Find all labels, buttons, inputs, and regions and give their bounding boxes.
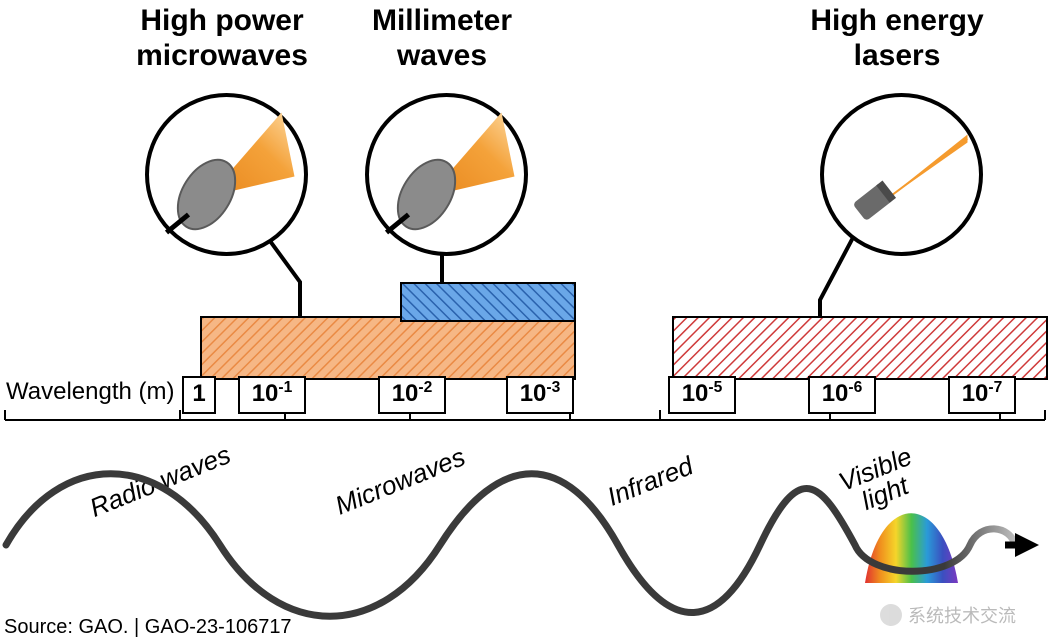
microwave-band: [200, 316, 576, 380]
category-3: Visiblelight: [787, 423, 973, 539]
source-text: Source: GAO. | GAO-23-106717: [4, 616, 292, 639]
watermark-icon: [880, 604, 902, 626]
tick-1: 10-1: [238, 376, 306, 414]
axis-label: Wavelength (m): [6, 378, 175, 406]
millimeter-band: [400, 282, 576, 322]
tick-3: 10-3: [506, 376, 574, 414]
tick-6: 10-7: [948, 376, 1016, 414]
laser-band: [672, 316, 1048, 380]
tick-5: 10-6: [808, 376, 876, 414]
tick-0: 1: [182, 376, 216, 414]
watermark: 系统技术交流: [880, 602, 1016, 628]
diagram-root: High powermicrowavesMillimeterwavesHigh …: [0, 0, 1051, 643]
hel-medallion: [820, 93, 983, 256]
tick-2: 10-2: [378, 376, 446, 414]
hpm-medallion: [145, 93, 308, 256]
watermark-text: 系统技术交流: [908, 602, 1016, 628]
mmw-medallion: [365, 93, 528, 256]
hel-title: High energylasers: [757, 4, 1037, 73]
mmw-title: Millimeterwaves: [302, 4, 582, 73]
category-1: Microwaves: [312, 435, 489, 527]
tick-4: 10-5: [668, 376, 736, 414]
category-2: Infrared: [562, 435, 739, 527]
category-0: Radio waves: [72, 435, 249, 527]
